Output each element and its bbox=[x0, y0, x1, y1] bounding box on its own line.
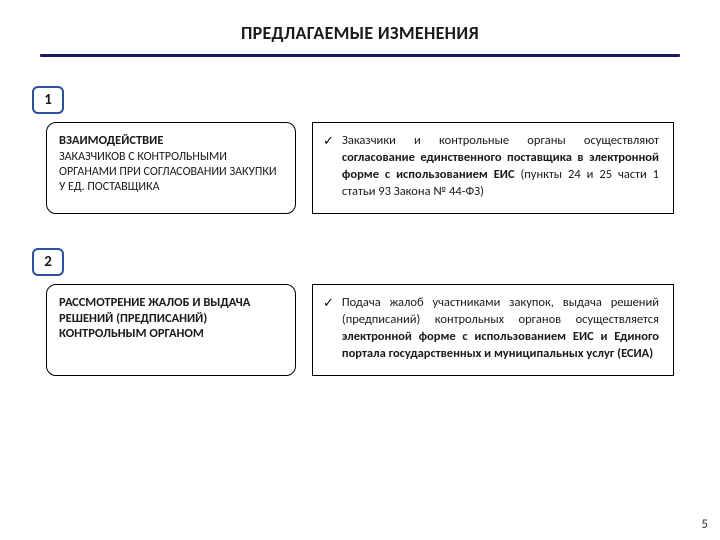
section-row-2: РАССМОТРЕНИЕ ЖАЛОБ И ВЫДАЧА РЕШЕНИЙ (ПРЕ… bbox=[46, 284, 674, 376]
section2-right-box: ✓ Подача жалоб участниками закупок, выда… bbox=[312, 284, 674, 376]
section1-left-body: ЗАКАЗЧИКОВ С КОНТРОЛЬНЫМИ ОРГАНАМИ ПРИ С… bbox=[59, 150, 283, 195]
section1-left-box: ВЗАИМОДЕЙСТВИЕ ЗАКАЗЧИКОВ С КОНТРОЛЬНЫМИ… bbox=[46, 122, 296, 214]
section2-right-body: Подача жалоб участниками закупок, выдача… bbox=[342, 295, 659, 363]
section2-left-title: РАССМОТРЕНИЕ ЖАЛОБ И ВЫДАЧА РЕШЕНИЙ (ПРЕ… bbox=[59, 295, 283, 343]
section2-left-box: РАССМОТРЕНИЕ ЖАЛОБ И ВЫДАЧА РЕШЕНИЙ (ПРЕ… bbox=[46, 284, 296, 376]
title-underline bbox=[40, 54, 680, 57]
section1-right-body: Заказчики и контрольные органы осуществл… bbox=[342, 133, 659, 201]
section1-right-box: ✓ Заказчики и контрольные органы осущест… bbox=[312, 122, 674, 214]
section2-right-prefix: Подача жалоб участниками закупок, выдача… bbox=[342, 295, 659, 327]
page-title: ПРЕДЛАГАЕМЫЕ ИЗМЕНЕНИЯ bbox=[0, 0, 720, 54]
section-number-1: 1 bbox=[32, 86, 64, 114]
section1-left-title: ВЗАИМОДЕЙСТВИЕ bbox=[59, 133, 283, 150]
page-number: 5 bbox=[701, 517, 708, 532]
checkmark-icon: ✓ bbox=[323, 295, 334, 363]
checkmark-icon: ✓ bbox=[323, 133, 334, 201]
section1-right-prefix: Заказчики и контрольные органы осуществл… bbox=[342, 133, 659, 148]
section2-right-bold: электронной форме с использованием ЕИС и… bbox=[342, 329, 659, 361]
title-underline-wrap bbox=[0, 54, 720, 57]
section-number-2: 2 bbox=[32, 248, 64, 276]
section-row-1: ВЗАИМОДЕЙСТВИЕ ЗАКАЗЧИКОВ С КОНТРОЛЬНЫМИ… bbox=[46, 122, 674, 214]
